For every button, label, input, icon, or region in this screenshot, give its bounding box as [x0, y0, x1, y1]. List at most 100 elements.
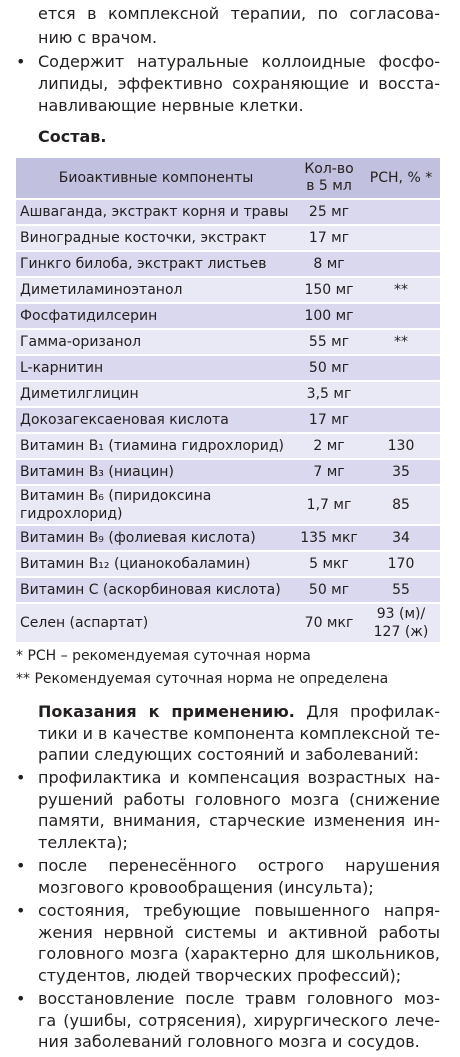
- table-cell: 150 мг: [296, 277, 362, 304]
- text-line: профилактика и компенсация возрастных на…: [38, 768, 440, 787]
- table-cell: Гамма-оризанол: [16, 329, 296, 356]
- table-cell: 5 мкг: [296, 551, 362, 578]
- text-line: головного мозга (характерно для школьник…: [38, 944, 440, 963]
- footnote: ** Рекомендуемая суточная норма не опред…: [16, 671, 389, 687]
- section-title: Показания к применению.: [38, 702, 295, 721]
- table-cell: 70 мкг: [296, 603, 362, 644]
- table-cell: Витамин C (аскорбиновая кислота): [16, 577, 296, 604]
- table-cell: Ашваганда, экстракт корня и травы: [16, 199, 296, 226]
- table-cell: Витамин B₁₂ (цианокобаламин): [16, 551, 296, 578]
- table-cell: 55 мг: [296, 329, 362, 356]
- table-cell: 34: [362, 525, 440, 552]
- table-row: Виноградные косточки, экстракт 17 мг: [16, 225, 440, 252]
- table-row: Гамма-оризанол 55 мг **: [16, 329, 440, 356]
- table-row: Диметиламиноэтанол 150 мг **: [16, 277, 440, 304]
- footnote: * РСН – рекомендуемая суточная норма: [16, 648, 311, 664]
- table-cell: **: [362, 277, 440, 304]
- text-line: жения нервной системы и активной работы: [38, 922, 440, 942]
- table-row: Витамин B₁₂ (цианокобаламин) 5 мкг 170: [16, 551, 440, 578]
- text-line: после перенесённого острого нарушения: [38, 856, 440, 875]
- table-row: Витамин B₁ (тиамина гидрохлорид) 2 мг 130: [16, 433, 440, 460]
- table-cell: Селен (аспартат): [16, 603, 296, 644]
- table-cell: 8 мг: [296, 251, 362, 278]
- table-row: Витамин B₆ (пиридоксина гидрохлорид) 1,7 …: [16, 485, 440, 526]
- table-cell: [362, 303, 440, 330]
- header-cell: РСН, % *: [362, 158, 440, 200]
- table-row: Витамин B₃ (ниацин) 7 мг 35: [16, 459, 440, 486]
- text: Для профилак-: [306, 702, 441, 721]
- table-row: Витамин C (аскорбиновая кислота) 50 мг 55: [16, 577, 440, 604]
- table-cell: **: [362, 329, 440, 356]
- text-line: ния заболеваний головного мозга и сосудо…: [38, 1032, 420, 1051]
- table-cell: 17 мг: [296, 225, 362, 252]
- bullet: •: [16, 901, 26, 920]
- table-cell: 50 мг: [296, 355, 362, 382]
- table-cell: 135 мкг: [296, 525, 362, 552]
- table-cell: 25 мг: [296, 199, 362, 226]
- table-row: Ашваганда, экстракт корня и травы 25 мг: [16, 199, 440, 226]
- bullet: •: [16, 989, 26, 1008]
- table-cell: Витамин B₆ (пиридоксина гидрохлорид): [16, 485, 296, 526]
- text-line: нию с врачом.: [38, 28, 158, 47]
- table-cell: Фосфатидилсерин: [16, 303, 296, 330]
- table-cell: Диметиламиноэтанол: [16, 277, 296, 304]
- bullet: •: [16, 856, 26, 875]
- table-row: Селен (аспартат) 70 мкг 93 (м)/ 127 (ж): [16, 603, 440, 644]
- table-cell: Витамин B₃ (ниацин): [16, 459, 296, 486]
- text-line: га (ушибы, сотрясения), хирургического л…: [38, 1010, 440, 1030]
- table-cell: Витамин B₁ (тиамина гидрохлорид): [16, 433, 296, 460]
- table-cell: [362, 407, 440, 434]
- composition-table: Биоактивные компоненты Кол-во в 5 мл РСН…: [16, 158, 440, 644]
- text-line: восстановление после травм головного моз…: [38, 989, 440, 1008]
- text-line: липиды, эффективно сохраняющие и восста-: [38, 74, 440, 93]
- table-row: Витамин B₉ (фолиевая кислота) 135 мкг 34: [16, 525, 440, 552]
- table-cell: Виноградные косточки, экстракт: [16, 225, 296, 252]
- table-cell: [362, 199, 440, 226]
- table-cell: 50 мг: [296, 577, 362, 604]
- table-cell: [362, 355, 440, 382]
- bullet: •: [16, 52, 26, 71]
- table-cell: Витамин B₉ (фолиевая кислота): [16, 525, 296, 552]
- table-cell: 85: [362, 485, 440, 526]
- table-row: Гинкго билоба, экстракт листьев 8 мг: [16, 251, 440, 278]
- table-cell: 2 мг: [296, 433, 362, 460]
- text-line: теллекта);: [38, 832, 128, 852]
- table-cell: 93 (м)/ 127 (ж): [362, 603, 440, 644]
- table-cell: Докозагексаеновая кислота: [16, 407, 296, 434]
- text-line: навливающие нервные клетки.: [38, 96, 304, 115]
- table-cell: 7 мг: [296, 459, 362, 486]
- text-line: мозгового кровообращения (инсульта);: [38, 877, 374, 897]
- text-line: студентов, людей творческих профессий);: [38, 965, 402, 985]
- table-cell: Диметилглицин: [16, 381, 296, 408]
- table-cell: 3,5 мг: [296, 381, 362, 408]
- text-line: рушений работы головного мозга (снижение: [38, 789, 440, 809]
- table-cell: [362, 381, 440, 408]
- text-line: Показания к применению. Для профилак-: [38, 701, 440, 723]
- header-cell: Кол-во в 5 мл: [296, 158, 362, 200]
- header-cell: Биоактивные компоненты: [16, 158, 296, 200]
- table-cell: 170: [362, 551, 440, 578]
- table-cell: 1,7 мг: [296, 485, 362, 526]
- table-cell: 35: [362, 459, 440, 486]
- text-line: ется в комплексной терапии, по согласова…: [38, 4, 440, 23]
- table-cell: L-карнитин: [16, 355, 296, 382]
- section-title: Состав.: [38, 127, 107, 146]
- table-cell: 100 мг: [296, 303, 362, 330]
- table-cell: 55: [362, 577, 440, 604]
- table-cell: Гинкго билоба, экстракт листьев: [16, 251, 296, 278]
- table-row: Фосфатидилсерин 100 мг: [16, 303, 440, 330]
- bullet: •: [16, 768, 26, 787]
- table-cell: 130: [362, 433, 440, 460]
- table-row: Диметилглицин 3,5 мг: [16, 381, 440, 408]
- text-line: Содержит натуральные коллоидные фосфо-: [38, 52, 440, 71]
- text-line: тики и в качестве компонента комплексной…: [38, 723, 441, 743]
- table-row: L-карнитин 50 мг: [16, 355, 440, 382]
- table-row: Докозагексаеновая кислота 17 мг: [16, 407, 440, 434]
- text-line: памяти, внимания, старческие изменения и…: [38, 811, 440, 830]
- text-line: рапии следующих состояний и заболеваний:: [38, 745, 420, 764]
- table-cell: [362, 225, 440, 252]
- table-header: Биоактивные компоненты Кол-во в 5 мл РСН…: [16, 158, 440, 200]
- table-cell: [362, 251, 440, 278]
- text-line: состояния, требующие повышенного напря-: [38, 901, 440, 920]
